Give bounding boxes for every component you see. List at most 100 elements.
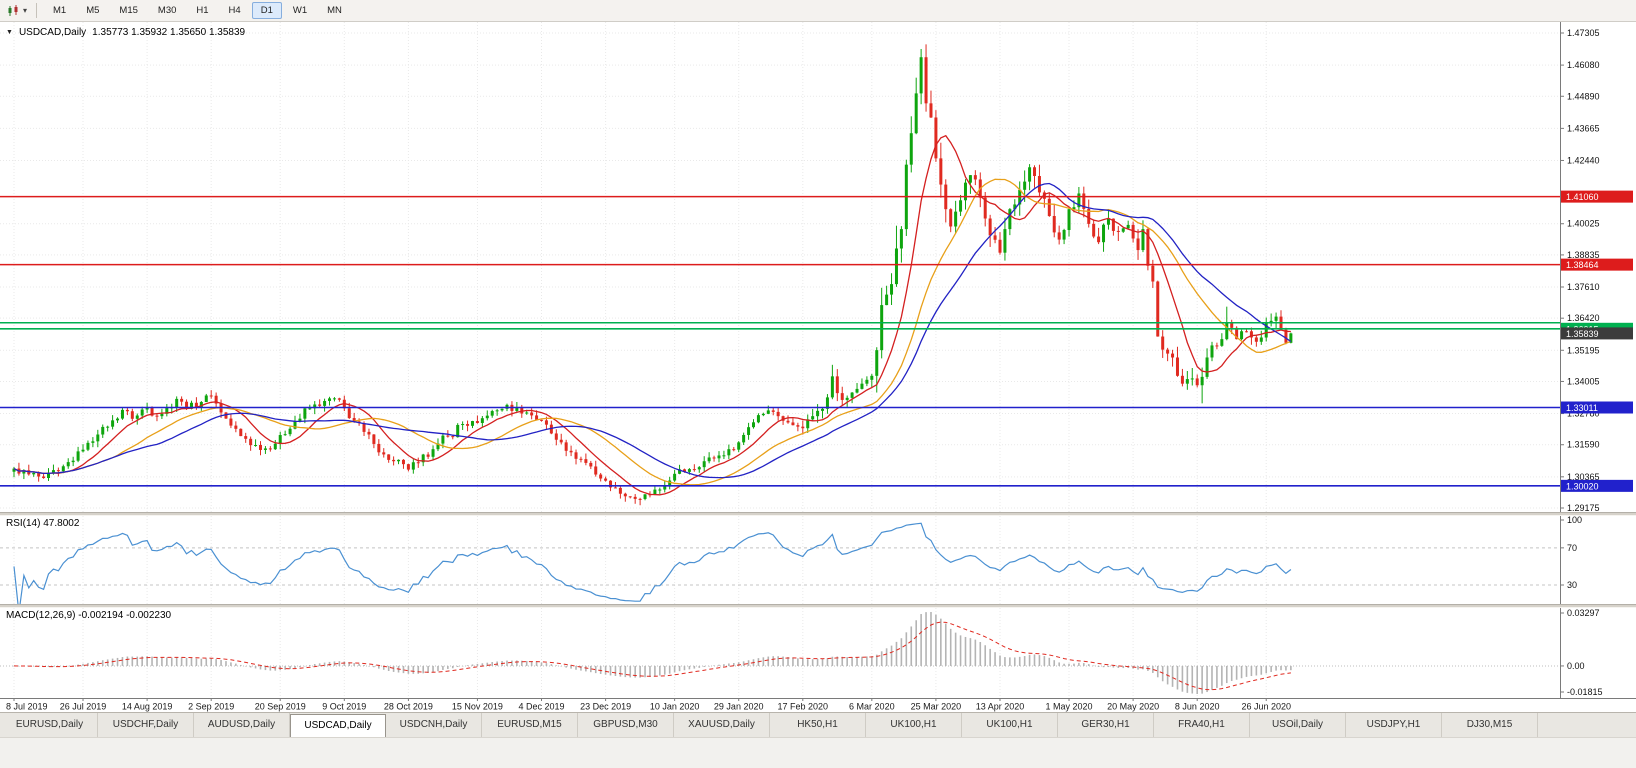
price-label: 1.38835 <box>1567 250 1600 260</box>
candle <box>244 432 248 443</box>
candle <box>830 364 834 400</box>
candle <box>707 452 711 464</box>
candle <box>490 409 494 418</box>
hline-price-label <box>1561 401 1633 414</box>
candle <box>86 440 90 452</box>
candle <box>1156 280 1160 337</box>
date-label: 4 Dec 2019 <box>518 702 564 712</box>
candle <box>431 445 435 460</box>
candle <box>638 497 642 506</box>
tab-HK50-H1[interactable]: HK50,H1 <box>770 713 866 737</box>
rsi-panel[interactable]: 100 70 30 <box>0 516 1636 604</box>
ma-line-9 <box>13 134 1291 496</box>
date-label: 13 Apr 2020 <box>976 702 1025 712</box>
candle <box>904 159 908 236</box>
chart-type-button[interactable]: ▾ <box>4 4 30 18</box>
macd-signal-line <box>13 621 1291 691</box>
date-label: 8 Jun 2020 <box>1175 702 1220 712</box>
candle <box>500 408 504 412</box>
candle <box>1008 208 1012 236</box>
chart-symbol-period: USDCAD,Daily <box>18 27 87 38</box>
tf-button-H1[interactable]: H1 <box>196 5 209 16</box>
price-label: 1.34005 <box>1567 376 1600 386</box>
candle <box>1195 374 1199 388</box>
collapse-arrow-icon[interactable]: ▼ <box>6 29 13 36</box>
candle <box>130 408 134 422</box>
time-axis: 8 Jul 2019 26 Jul 2019 14 Aug 2019 2 Sep 20… <box>0 698 1636 712</box>
tab-USOil-Daily[interactable]: USOil,Daily <box>1250 713 1346 737</box>
tf-button-H4[interactable]: H4 <box>228 5 241 16</box>
candle <box>411 459 415 474</box>
macd-axis-label: 0.00 <box>1567 661 1585 671</box>
candle <box>939 142 943 198</box>
candle <box>323 398 327 412</box>
candle <box>32 472 36 477</box>
candle <box>781 415 785 425</box>
candle <box>540 419 544 422</box>
candle <box>599 472 603 482</box>
candle <box>1161 330 1165 358</box>
macd-indicator-label: MACD(12,26,9) -0.002194 -0.002230 <box>6 610 172 621</box>
candle <box>712 455 716 462</box>
candle <box>692 464 696 472</box>
candle <box>653 486 657 496</box>
tf-button-M5[interactable]: M5 <box>86 5 100 16</box>
tf-button-MN[interactable]: MN <box>327 5 342 16</box>
candle <box>101 424 105 438</box>
candle <box>949 208 953 233</box>
price-label: 1.30365 <box>1567 472 1600 482</box>
tab-GBPUSD-M30[interactable]: GBPUSD,M30 <box>578 713 674 737</box>
candle <box>860 378 864 390</box>
tf-button-D1[interactable]: D1 <box>251 2 282 19</box>
price-axis: 1.47305 1.46080 1.44890 1.43665 1.42440 1.400… <box>1560 22 1633 512</box>
tf-button-M1[interactable]: M1 <box>53 5 67 16</box>
price-label: 1.44890 <box>1567 91 1600 101</box>
tab-DJ30-M15[interactable]: DJ30,M15 <box>1442 713 1538 737</box>
tab-USDJPY-H1[interactable]: USDJPY,H1 <box>1346 713 1442 737</box>
candle <box>983 192 987 227</box>
candle <box>372 434 376 449</box>
main-price-panel[interactable]: 1.47305 1.46080 1.44890 1.43665 1.42440 1.400… <box>0 22 1636 512</box>
candle <box>633 494 637 504</box>
tf-button-W1[interactable]: W1 <box>292 5 308 16</box>
tab-UK100-H1[interactable]: UK100,H1 <box>962 713 1058 737</box>
candle <box>209 390 213 399</box>
tab-AUDUSD-Daily[interactable]: AUDUSD,Daily <box>194 713 290 737</box>
candle <box>1141 220 1145 253</box>
svg-text:1.38464: 1.38464 <box>1566 260 1599 270</box>
tf-button-M30[interactable]: M30 <box>157 5 177 16</box>
candle <box>1171 349 1175 367</box>
candle <box>1082 186 1086 218</box>
current-price-label <box>1561 327 1633 340</box>
tab-UK100-H1[interactable]: UK100,H1 <box>866 713 962 737</box>
candle <box>485 410 489 421</box>
candle <box>618 486 622 499</box>
candle <box>392 456 396 466</box>
price-label: 1.40025 <box>1567 219 1600 229</box>
candle <box>1106 208 1110 230</box>
candle <box>717 451 721 463</box>
tab-FRA40-H1[interactable]: FRA40,H1 <box>1154 713 1250 737</box>
top-toolbar: ▾ M1 M5 M15 M30 H1 H4 D1 W1 MN <box>0 0 1636 22</box>
candle <box>1067 208 1071 237</box>
candle <box>1102 223 1106 252</box>
candle <box>722 450 726 460</box>
tab-USDCNH-Daily[interactable]: USDCNH,Daily <box>386 713 482 737</box>
candle <box>914 77 918 135</box>
tab-USDCHF-Daily[interactable]: USDCHF,Daily <box>98 713 194 737</box>
candle <box>239 428 243 437</box>
tab-XAUUSD-Daily[interactable]: XAUUSD,Daily <box>674 713 770 737</box>
panel-separator[interactable] <box>0 512 1636 516</box>
candle <box>66 458 70 469</box>
tab-EURUSD-M15[interactable]: EURUSD,M15 <box>482 713 578 737</box>
panel-separator[interactable] <box>0 604 1636 608</box>
ma-line-30 <box>13 182 1292 479</box>
candle <box>865 376 869 387</box>
tab-EURUSD-Daily[interactable]: EURUSD,Daily <box>2 713 98 737</box>
date-label: 9 Oct 2019 <box>322 702 366 712</box>
candle <box>273 439 277 451</box>
tab-USDCAD-Daily[interactable]: USDCAD,Daily <box>290 714 386 737</box>
tab-GER30-H1[interactable]: GER30,H1 <box>1058 713 1154 737</box>
tf-button-M15[interactable]: M15 <box>119 5 138 16</box>
macd-panel[interactable]: 0.03297 0.00 -0.01815 <box>0 608 1636 698</box>
